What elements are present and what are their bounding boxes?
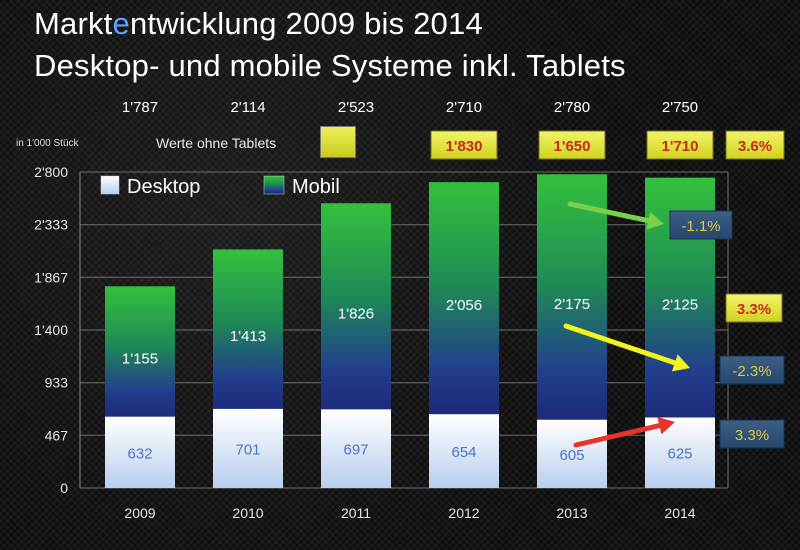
legend-label-desktop: Desktop [127, 176, 200, 198]
growth-badge [669, 210, 733, 240]
total-value-label: 2'710 [446, 99, 482, 116]
growth-badge-label: 3.6% [738, 138, 772, 155]
red-arrow [573, 416, 675, 448]
growth-badge-label: -1.1% [681, 218, 720, 235]
bar-desktop-2010 [213, 408, 283, 488]
mobil-value-label: 2'175 [554, 296, 590, 313]
x-tick-label: 2013 [556, 505, 587, 521]
legend-swatch-desktop [100, 175, 120, 195]
x-tick-label: 2011 [341, 505, 371, 521]
title-accent-letter: e [112, 6, 130, 41]
bar-desktop-2011 [321, 409, 391, 488]
bar-desktop-2012 [429, 414, 499, 488]
total-value-label: 2'114 [230, 99, 265, 116]
desktop-value-label: 654 [451, 444, 476, 461]
bar-mobil-2013 [537, 174, 607, 420]
mobil-value-label: 1'826 [338, 305, 374, 322]
desktop-value-label: 632 [127, 445, 152, 462]
y-tick-label: 2'800 [34, 164, 68, 180]
desktop-value-label: 697 [343, 442, 368, 459]
no-tablet-value-box [538, 130, 606, 160]
total-value-label: 1'787 [122, 99, 158, 116]
growth-badge-label: -2.3% [732, 363, 771, 380]
mobil-value-label: 2'125 [662, 297, 698, 314]
growth-badge-label: 3.3% [737, 301, 771, 318]
tablet-legend-swatch [320, 126, 356, 158]
bar-mobil-2010 [213, 249, 283, 409]
x-tick-label: 2014 [664, 505, 695, 521]
growth-badge-label: 3.3% [735, 427, 769, 444]
bar-mobil-2009 [105, 286, 175, 417]
y-tick-label: 933 [45, 375, 69, 391]
no-tablet-value-label: 1'830 [446, 138, 483, 155]
y-tick-label: 467 [45, 427, 69, 443]
y-tick-label: 0 [60, 480, 68, 496]
mobil-value-label: 1'413 [230, 328, 266, 345]
unit-label: in 1'000 Stück [16, 138, 79, 149]
bar-mobil-2011 [321, 203, 391, 410]
x-tick-label: 2010 [232, 505, 263, 521]
total-value-label: 2'780 [554, 99, 590, 116]
chart-title-line1: Marktentwicklung 2009 bis 2014 [34, 6, 483, 41]
no-tablet-value-label: 1'650 [554, 138, 591, 155]
green-arrow [567, 201, 664, 230]
x-tick-label: 2012 [448, 505, 479, 521]
desktop-value-label: 605 [559, 447, 584, 464]
desktop-value-label: 625 [667, 446, 692, 463]
growth-badge [719, 419, 785, 449]
desktop-value-label: 701 [235, 441, 260, 458]
total-value-label: 2'750 [662, 99, 698, 116]
tablet-legend-label: Werte ohne Tablets [156, 135, 277, 151]
bar-mobil-2012 [429, 182, 499, 415]
no-tablet-value-box [430, 130, 498, 160]
y-tick-label: 1'867 [34, 269, 68, 285]
x-tick-label: 2009 [124, 505, 155, 521]
bar-desktop-2014 [645, 417, 715, 488]
yellow-arrow [563, 323, 690, 372]
growth-badge [725, 293, 783, 323]
y-tick-label: 2'333 [34, 217, 68, 233]
legend-swatch-mobil [263, 175, 285, 195]
mobil-value-label: 2'056 [446, 297, 482, 314]
growth-badge [725, 130, 785, 160]
no-tablet-value-label: 1'710 [662, 138, 699, 155]
legend-label-mobil: Mobil [292, 176, 340, 198]
chart-title-line2: Desktop- und mobile Systeme inkl. Tablet… [34, 48, 626, 83]
no-tablet-value-box [646, 130, 714, 160]
mobil-value-label: 1'155 [122, 350, 158, 367]
total-value-label: 2'523 [338, 99, 374, 116]
growth-badge [719, 355, 785, 385]
bar-desktop-2009 [105, 416, 175, 488]
bar-desktop-2013 [537, 419, 607, 488]
y-tick-label: 1'400 [34, 322, 68, 338]
